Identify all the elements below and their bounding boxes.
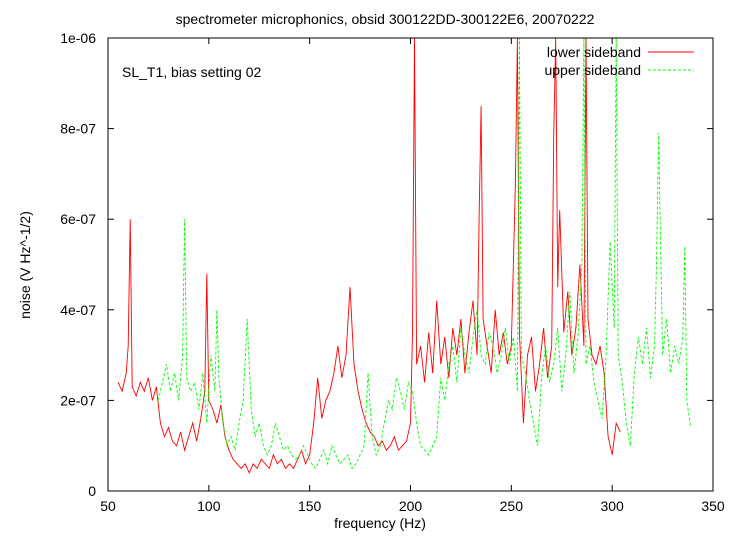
- legend-label: lower sideband: [547, 44, 641, 60]
- series-line-2: [157, 37, 692, 470]
- y-tick-label: 4e-07: [60, 302, 96, 318]
- y-tick-label: 0: [88, 483, 96, 499]
- legend-label: upper sideband: [544, 62, 641, 78]
- series-layer: [117, 37, 692, 475]
- x-tick-label: 250: [500, 498, 524, 514]
- y-tick-label: 6e-07: [60, 211, 96, 227]
- plot-annotation: SL_T1, bias setting 02: [122, 64, 262, 80]
- x-tick-label: 100: [197, 498, 221, 514]
- series-line-1: [117, 37, 621, 475]
- y-axis-label: noise (V Hz^-1/2): [17, 211, 33, 319]
- x-tick-label: 350: [701, 498, 725, 514]
- y-tick-label: 2e-07: [60, 392, 96, 408]
- x-tick-label: 150: [298, 498, 322, 514]
- x-axis: 50 100 150 200 250 300 350: [100, 38, 725, 514]
- chart-title: spectrometer microphonics, obsid 300122D…: [176, 11, 595, 27]
- x-tick-label: 50: [100, 498, 116, 514]
- legend: lower sideband upper sideband: [544, 44, 694, 78]
- y-axis: 0 2e-07 4e-07 6e-07 8e-07 1e-06: [60, 30, 713, 499]
- x-tick-label: 200: [399, 498, 423, 514]
- y-tick-label: 1e-06: [60, 30, 96, 46]
- x-axis-label: frequency (Hz): [334, 515, 426, 531]
- y-tick-label: 8e-07: [60, 121, 96, 137]
- x-tick-label: 300: [600, 498, 624, 514]
